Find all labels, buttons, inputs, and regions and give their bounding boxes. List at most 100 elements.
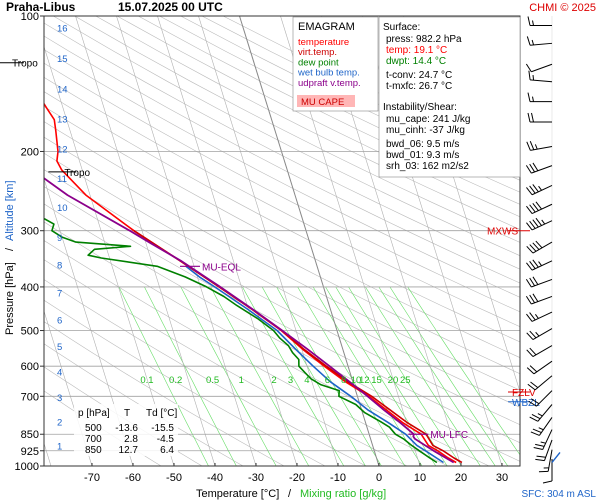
mixing-ratio-label: 8	[341, 375, 346, 386]
isotherm	[239, 16, 380, 466]
wind-barb-flag	[535, 217, 542, 226]
x-tick-label: -50	[166, 472, 182, 484]
wind-barb-flag	[529, 204, 536, 213]
dry-adiabat	[44, 152, 520, 408]
wind-barb-staff	[534, 375, 553, 391]
altitude-tick-label: 2	[57, 418, 62, 429]
wind-barb-flag	[532, 276, 539, 285]
wind-barb	[525, 276, 553, 288]
wind-barb-staff	[536, 390, 553, 407]
wind-barb-flag	[526, 187, 533, 196]
instability-line: mu_cinh: -37 J/kg	[386, 125, 465, 136]
table-row: 500 -13.6 -15.5	[85, 423, 174, 434]
wind-barb-flag	[529, 416, 539, 422]
dry-adiabat	[44, 76, 520, 328]
dry-adiabat	[44, 121, 520, 375]
legend-entry: udpraft v.temp.	[298, 78, 361, 89]
x-tick-label: -10	[330, 472, 346, 484]
legend-entry: dew point	[298, 57, 339, 68]
dry-adiabat	[44, 35, 520, 284]
wind-barb	[525, 293, 553, 305]
wind-barb-staff	[537, 404, 553, 422]
mixing-ratio-label: 20	[388, 375, 399, 386]
surface-tmxfc: t-mxfc: 26.7 °C	[386, 81, 452, 92]
wind-barb-flag	[530, 381, 539, 388]
wind-barb-flag	[526, 141, 531, 151]
wind-barb-staff	[531, 260, 553, 271]
station-name: Praha-Libus	[6, 0, 76, 14]
isotherm	[157, 16, 298, 466]
wind-barb	[529, 404, 553, 422]
wind-barb	[526, 240, 553, 254]
legend-entry: temperature	[298, 37, 349, 48]
surface-title: Surface:	[383, 22, 420, 33]
mu-cape-swatch	[297, 95, 355, 107]
wind-barb-flag	[536, 455, 546, 458]
wind-barb-staff	[532, 328, 553, 341]
wind-barb	[526, 217, 553, 231]
pressure-tick-label: 200	[21, 146, 39, 158]
wind-barb	[526, 360, 553, 375]
mixing-ratio-label: 12	[359, 375, 370, 386]
wind-barb-flag	[526, 245, 534, 254]
wind-barb-flag	[529, 347, 537, 356]
wind-barb	[526, 36, 553, 46]
wind-barb-flag	[531, 413, 541, 420]
wind-barb-flag	[527, 383, 536, 391]
wind-barb-staff	[532, 241, 553, 254]
level-label: MU-EQL	[202, 262, 241, 273]
dry-adiabat	[53, 16, 520, 257]
wind-barb	[527, 112, 552, 123]
mixing-ratio-label: 0.5	[206, 375, 219, 386]
dry-adiabat	[44, 136, 520, 391]
wind-barb-half-flag	[535, 331, 540, 337]
wind-barb-half-flag	[540, 441, 546, 444]
tropopause-label: Tropo	[64, 168, 90, 179]
table-row: 700 2.8 -4.5	[85, 434, 174, 445]
altitude-tick-label: 14	[57, 85, 68, 96]
wind-barb	[542, 459, 553, 484]
wind-barb-flag	[525, 63, 532, 73]
table-header-t: T	[124, 408, 130, 419]
wind-barb	[528, 390, 553, 407]
wind-barb-flag	[531, 112, 534, 123]
legend-title: EMAGRAM	[298, 21, 355, 33]
mixing-ratio-label: 0.2	[169, 375, 182, 386]
wind-barb	[526, 259, 553, 271]
altitude-tick-label: 5	[57, 342, 62, 353]
altitude-tick-label: 3	[57, 393, 62, 404]
dry-adiabat	[138, 16, 520, 205]
altitude-tick-label: 7	[57, 289, 62, 300]
wind-barb-flag	[526, 222, 533, 231]
dry-adiabat	[74, 16, 520, 243]
pressure-tick-label: 500	[21, 326, 39, 338]
wind-barb-flag	[529, 244, 537, 252]
wind-barb-staff	[530, 79, 553, 83]
wind-barb	[530, 417, 553, 436]
wind-barb-half-flag	[532, 96, 534, 102]
wind-barb-flag	[529, 261, 536, 269]
wind-barb-flag	[529, 141, 535, 150]
wind-barb-half-flag	[531, 39, 535, 46]
wind-barb-flag	[528, 400, 537, 407]
wind-barb-flag	[532, 162, 539, 171]
wind-barb-half-flag	[538, 427, 544, 431]
wind-barb-staff	[531, 220, 553, 231]
wind-barb	[538, 449, 553, 473]
isotherm	[198, 16, 339, 466]
wind-barb-flag	[527, 16, 531, 26]
table-cell: 6.4	[160, 445, 174, 456]
wind-barb-flag	[526, 262, 533, 271]
data-table-bg	[74, 404, 178, 456]
wind-barb-flag	[529, 163, 536, 173]
altitude-tick-label: 4	[57, 368, 62, 379]
y-axis-label-separator: /	[4, 247, 16, 251]
wind-barb-staff	[530, 146, 553, 151]
wind-barb-flag	[527, 92, 531, 102]
table-header-p: p [hPa]	[78, 408, 110, 419]
wind-barb	[535, 439, 553, 462]
mixing-ratio-label: 25	[400, 375, 411, 386]
wind-barb-flag	[530, 431, 540, 436]
